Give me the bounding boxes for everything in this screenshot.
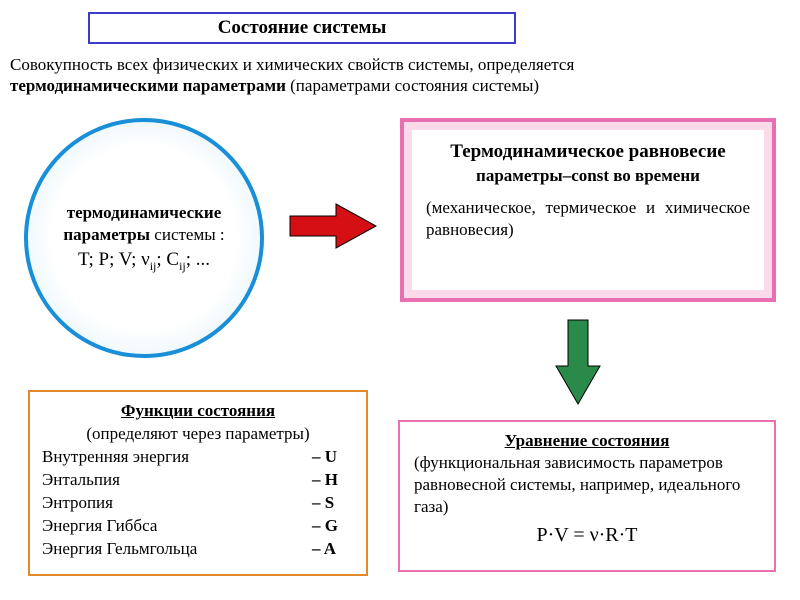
func-symbol: – S xyxy=(312,492,354,515)
state-equation: P·V = ν·R·T xyxy=(414,522,760,548)
func-name: Энергия Гиббса xyxy=(42,515,312,538)
func-symbol: – U xyxy=(312,446,354,469)
func-row: Энергия Гиббса– G xyxy=(42,515,354,538)
intro-bold: термодинамическими параметрами xyxy=(10,76,286,95)
circle-sub2: ij xyxy=(179,259,186,273)
func-sub: (определяют через параметры) xyxy=(42,423,354,446)
state-body: (функциональная зависимость параметров р… xyxy=(414,452,760,518)
functions-box: Функции состояния (определяют через пара… xyxy=(28,390,368,576)
circle-vars-3: ; ... xyxy=(186,249,210,270)
func-symbol: – A xyxy=(312,538,354,561)
func-name: Энтропия xyxy=(42,492,312,515)
equilibrium-inner: Термодинамическое равновесие параметры–c… xyxy=(412,130,764,290)
intro-text: Совокупность всех физических и химически… xyxy=(10,55,574,74)
func-row: Энтропия– S xyxy=(42,492,354,515)
circle-rest: системы : xyxy=(150,225,225,244)
eq-title: Термодинамическое равновесие xyxy=(426,140,750,165)
eq-body: (механическое, термическое и химическое … xyxy=(426,197,750,241)
title-text: Состояние системы xyxy=(218,17,387,38)
circle-shape: термодинамические параметры системы : T;… xyxy=(24,118,264,358)
state-title: Уравнение состояния xyxy=(414,430,760,452)
func-name: Внутренняя энергия xyxy=(42,446,312,469)
eq-sub: параметры–const во времени xyxy=(426,165,750,187)
arrow-down-icon xyxy=(554,318,602,406)
intro-paragraph: Совокупность всех физических и химически… xyxy=(10,54,790,97)
title-box: Состояние системы xyxy=(88,12,516,44)
circle-vars-1: T; P; V; ν xyxy=(78,249,150,270)
circle-content: термодинамические параметры системы : T;… xyxy=(54,202,234,275)
func-symbol: – G xyxy=(312,515,354,538)
state-equation-box: Уравнение состояния (функциональная зави… xyxy=(398,420,776,572)
func-name: Энтальпия xyxy=(42,469,312,492)
func-symbol: – H xyxy=(312,469,354,492)
func-name: Энергия Гельмгольца xyxy=(42,538,312,561)
circle-vars-2: ; C xyxy=(156,249,179,270)
func-row: Внутренняя энергия– U xyxy=(42,446,354,469)
arrow-right-icon xyxy=(288,202,378,250)
parameters-circle: термодинамические параметры системы : T;… xyxy=(24,118,264,358)
intro-paren: (параметрами состояния системы) xyxy=(286,76,539,95)
func-title: Функции состояния xyxy=(42,400,354,423)
func-row: Энергия Гельмгольца– A xyxy=(42,538,354,561)
func-rows: Внутренняя энергия– UЭнтальпия– HЭнтропи… xyxy=(42,446,354,561)
func-row: Энтальпия– H xyxy=(42,469,354,492)
equilibrium-box: Термодинамическое равновесие параметры–c… xyxy=(400,118,776,302)
